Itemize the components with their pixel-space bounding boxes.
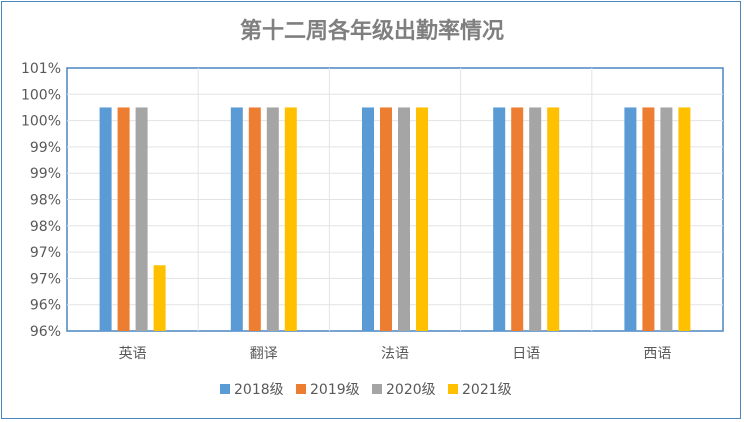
bar <box>678 107 691 331</box>
y-tick-label: 97% <box>30 271 61 287</box>
bar <box>380 107 392 331</box>
x-category-label: 西语 <box>643 346 671 362</box>
legend-swatch <box>448 384 458 394</box>
legend-swatch <box>296 384 306 394</box>
legend-label: 2019级 <box>310 382 360 398</box>
x-category-label: 法语 <box>381 346 409 362</box>
bar <box>248 107 261 331</box>
bar <box>416 107 428 331</box>
y-tick-label: 97% <box>30 245 61 261</box>
bar <box>362 107 374 331</box>
bar <box>529 107 542 331</box>
y-axis-ticks: 96% 96% 97% 97% 98% 98% 99% 99% 100% 100% 101% <box>21 61 61 340</box>
bar <box>511 107 524 331</box>
plot-area <box>66 67 724 332</box>
y-tick-label: 98% <box>30 193 61 209</box>
bar <box>624 107 637 331</box>
chart-title: 第十二周各年级出勤率情况 <box>240 18 504 44</box>
bar <box>547 107 560 331</box>
y-tick-label: 101% <box>21 61 61 77</box>
legend: 2018级 2019级 2020级 2021级 <box>220 382 512 398</box>
y-tick-label: 99% <box>30 166 61 182</box>
bar <box>493 107 506 331</box>
legend-swatch <box>372 384 382 394</box>
bar <box>284 107 297 331</box>
x-category-label: 英语 <box>119 345 147 362</box>
bar <box>99 107 112 331</box>
bar <box>642 107 655 331</box>
legend-label: 2018级 <box>234 382 284 398</box>
bar <box>135 107 148 331</box>
y-tick-label: 96% <box>30 324 61 340</box>
legend-label: 2021级 <box>462 382 512 398</box>
bars <box>99 107 691 331</box>
bar <box>117 107 130 331</box>
legend-label: 2020级 <box>386 382 436 398</box>
y-tick-label: 99% <box>30 140 61 156</box>
legend-swatch <box>220 384 230 394</box>
y-tick-label: 98% <box>30 219 61 235</box>
x-axis-categories: 英语 翻译 法语 日语 西语 <box>119 345 672 362</box>
bar <box>266 107 279 331</box>
bar <box>153 265 166 331</box>
bar <box>660 107 673 331</box>
y-tick-label: 100% <box>21 114 61 130</box>
y-tick-label: 100% <box>21 87 61 103</box>
bar <box>230 107 243 331</box>
x-category-label: 翻译 <box>250 346 278 362</box>
x-category-label: 日语 <box>512 346 540 362</box>
y-tick-label: 96% <box>30 298 61 314</box>
bar <box>398 107 410 331</box>
